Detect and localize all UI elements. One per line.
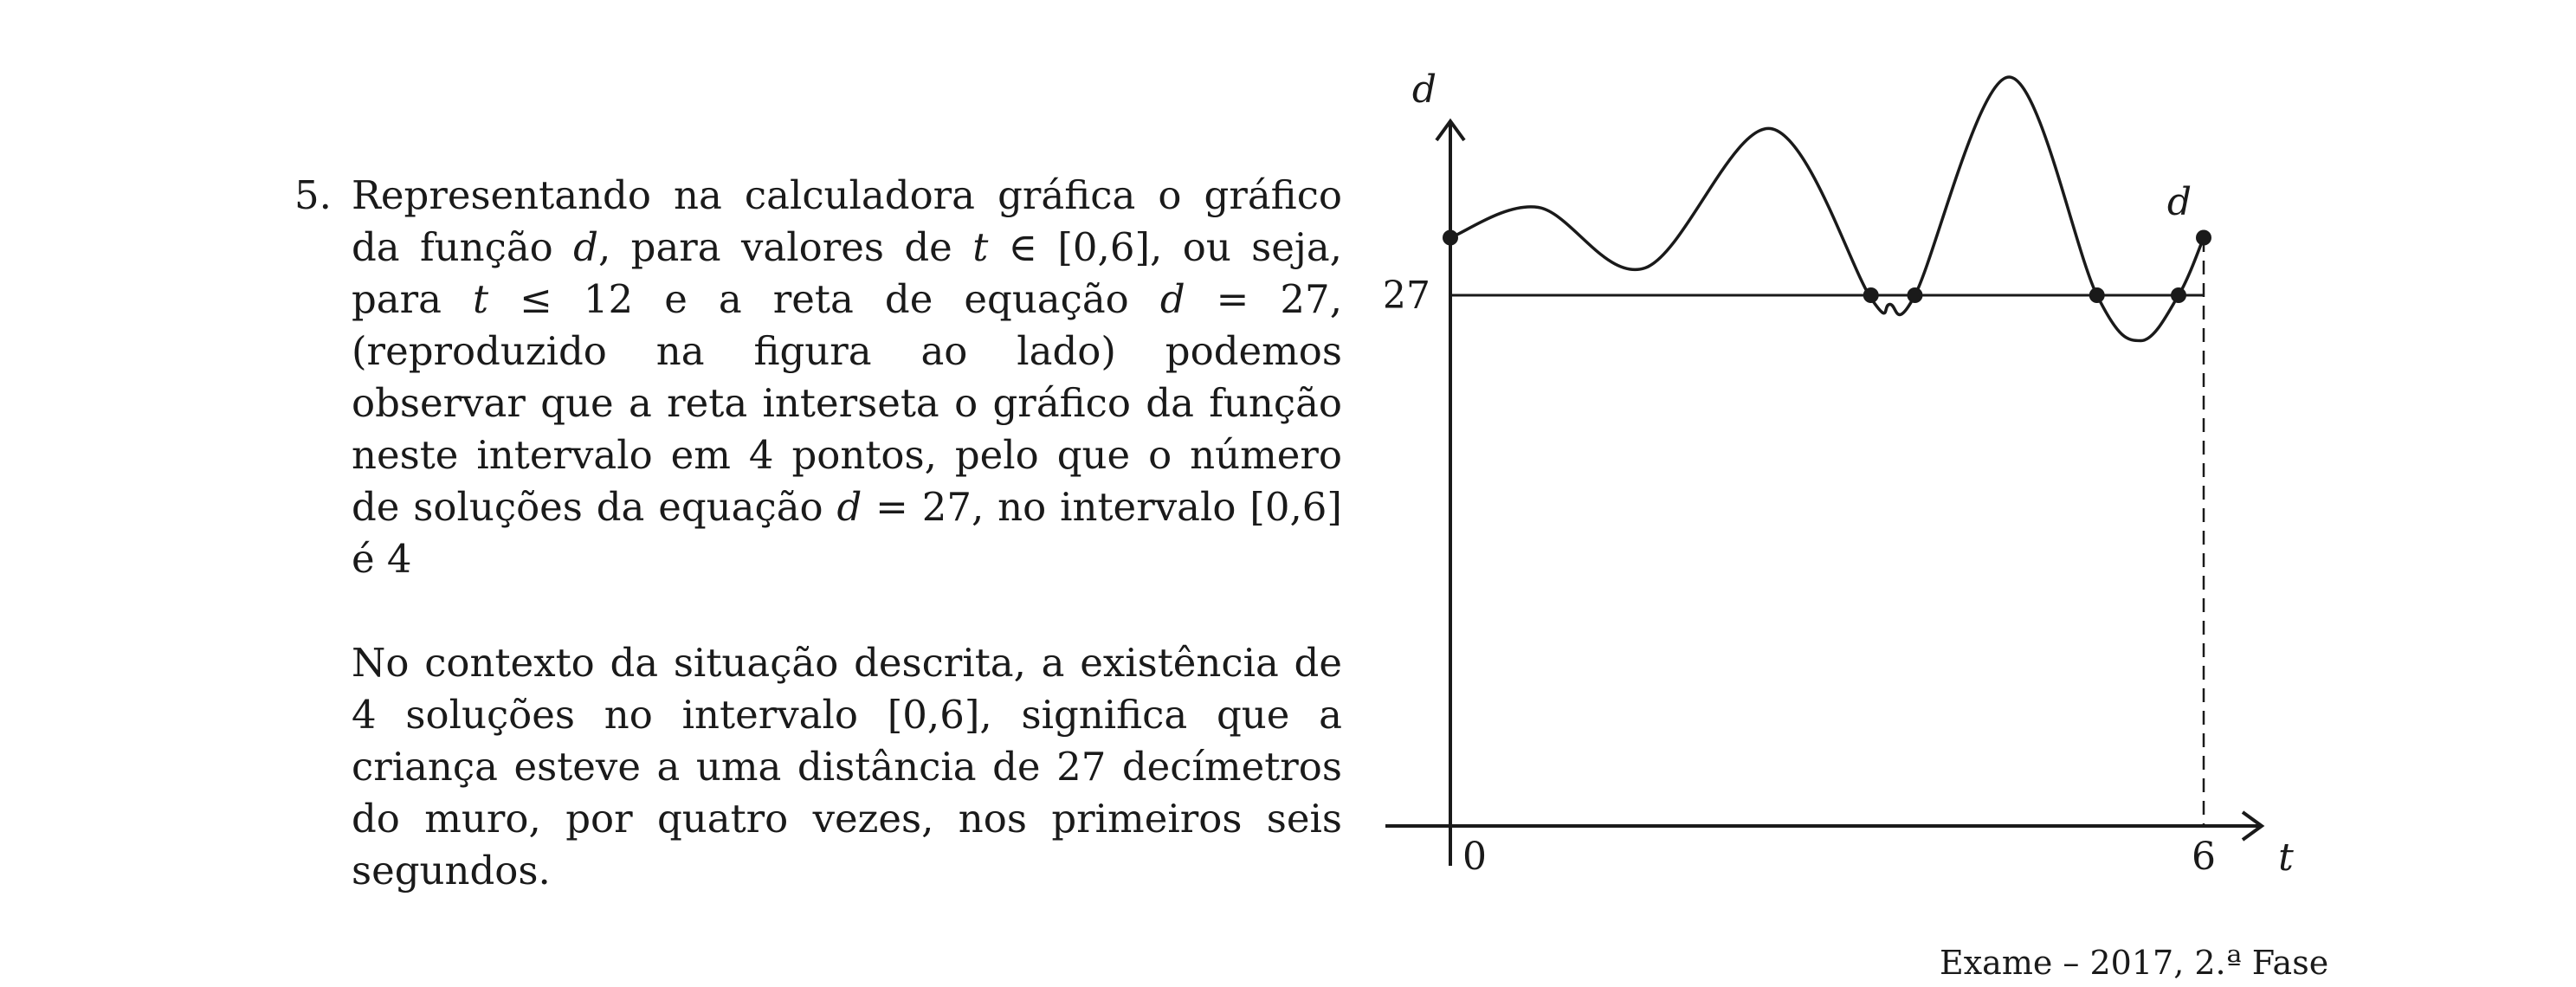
text-segment: = 27, (reproduzido na figura ao lado) po… <box>352 276 1342 530</box>
question-block: 5. Representando na calculadora gráfica … <box>294 170 1342 897</box>
curve-label: d <box>2167 180 2192 224</box>
intersection-point <box>1907 287 1923 303</box>
math-variable: d <box>573 224 598 270</box>
intersection-point <box>2171 287 2186 303</box>
curve-end-point <box>2196 229 2211 246</box>
y-axis-arrowhead <box>1435 118 1466 142</box>
math-variable: d <box>836 484 862 530</box>
exam-source: Exame – 2017, 2.ª Fase <box>1940 944 2329 982</box>
text-segment: = 27, no intervalo [0,6] é 4 <box>352 484 1342 582</box>
intersection-point <box>2089 287 2105 303</box>
text-segment: Representando na calculadora gráfica o g… <box>352 172 1342 270</box>
x-axis-arrowhead <box>2241 810 2265 842</box>
math-variable: t <box>972 224 989 270</box>
line-label-27: 27 <box>1385 274 1430 318</box>
text-segment: ∈ [0,6], ou seja, para <box>352 224 1342 322</box>
curve-start-point <box>1443 229 1458 246</box>
text-segment: ≤ 12 e a reta de equação <box>488 276 1160 322</box>
function-graph: d t d 27 0 6 <box>1385 68 2294 880</box>
question-number: 5. <box>294 172 332 218</box>
x-axis-label: t <box>2278 835 2294 880</box>
question-paragraph-2: No contexto da situação descrita, a exis… <box>352 640 1342 893</box>
question-paragraph-1: Representando na calculadora gráfica o g… <box>352 170 1342 585</box>
y-axis-label: d <box>1412 68 1436 112</box>
math-variable: d <box>1159 276 1185 322</box>
x-tick-0: 0 <box>1462 835 1487 879</box>
math-variable: t <box>473 276 489 322</box>
x-tick-6: 6 <box>2192 835 2216 879</box>
intersection-point <box>1863 287 1879 303</box>
text-segment: , para valores de <box>597 224 973 270</box>
curve-d <box>1449 75 2205 343</box>
